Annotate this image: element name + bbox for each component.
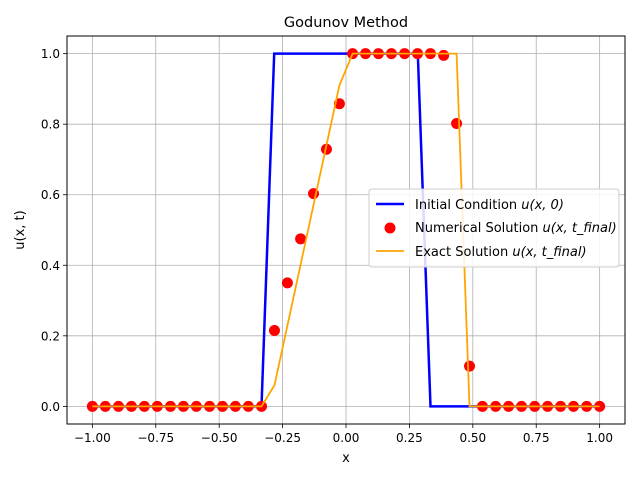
legend-text-initial: Initial Condition u(x, 0) bbox=[415, 198, 564, 213]
y-tick-label: 1.0 bbox=[41, 47, 60, 61]
y-axis-label: u(x, t) bbox=[13, 210, 28, 249]
legend-label-exact: Exact Solution bbox=[415, 245, 508, 260]
y-tick-label: 0.2 bbox=[41, 329, 60, 343]
numerical-solution-point bbox=[438, 49, 450, 61]
numerical-solution-point bbox=[464, 360, 476, 372]
y-tick-label: 0.4 bbox=[41, 259, 60, 273]
legend-text-exact: Exact Solution u(x, t_final) bbox=[415, 245, 587, 260]
legend-entry-initial: Initial Condition u(x, 0) bbox=[376, 198, 564, 213]
x-tick-label: 0.25 bbox=[396, 431, 423, 445]
legend-text-numerical: Numerical Solution u(x, t_final) bbox=[415, 221, 617, 236]
x-axis: −1.00 −0.75 −0.50 −0.25 0.00 0.25 0.50 0.75 1.00 bbox=[74, 424, 613, 445]
numerical-solution-point bbox=[281, 277, 293, 289]
plot-area bbox=[66, 35, 626, 425]
numerical-solution-point bbox=[594, 400, 606, 412]
numerical-solution-point bbox=[451, 117, 463, 129]
legend-label-initial: Initial Condition bbox=[415, 198, 517, 213]
x-tick-label: −0.50 bbox=[201, 431, 238, 445]
x-tick-label: −1.00 bbox=[74, 431, 111, 445]
chart-title: Godunov Method bbox=[284, 15, 408, 31]
legend-box bbox=[368, 188, 620, 268]
numerical-solution-point bbox=[295, 233, 307, 245]
y-tick-label: 0.8 bbox=[41, 118, 60, 132]
legend-math-exact: u(x, t_final) bbox=[512, 245, 586, 260]
legend-math-numerical: u(x, t_final) bbox=[543, 221, 617, 236]
legend-swatch-numerical bbox=[384, 222, 396, 234]
numerical-solution-point bbox=[86, 400, 98, 412]
numerical-solution-point bbox=[268, 325, 280, 337]
legend-label-numerical: Numerical Solution bbox=[415, 221, 538, 236]
x-tick-label: −0.75 bbox=[137, 431, 174, 445]
legend: Initial Condition u(x, 0) Numerical Solu… bbox=[368, 188, 620, 268]
x-tick-label: 1.00 bbox=[586, 431, 613, 445]
x-tick-label: 0.75 bbox=[523, 431, 550, 445]
x-tick-label: 0.50 bbox=[459, 431, 486, 445]
legend-math-initial: u(x, 0) bbox=[521, 198, 564, 213]
y-tick-label: 0.6 bbox=[41, 188, 60, 202]
x-axis-label: x bbox=[342, 451, 350, 466]
exact-solution-line bbox=[92, 52, 600, 408]
y-axis: 0.0 0.2 0.4 0.6 0.8 1.0 bbox=[41, 47, 67, 414]
x-tick-label: 0.00 bbox=[333, 431, 360, 445]
legend-entry-numerical: Numerical Solution u(x, t_final) bbox=[384, 221, 617, 236]
x-tick-label: −0.25 bbox=[264, 431, 301, 445]
y-tick-label: 0.0 bbox=[41, 400, 60, 414]
legend-entry-exact: Exact Solution u(x, t_final) bbox=[376, 245, 587, 260]
data-layer bbox=[86, 48, 606, 412]
